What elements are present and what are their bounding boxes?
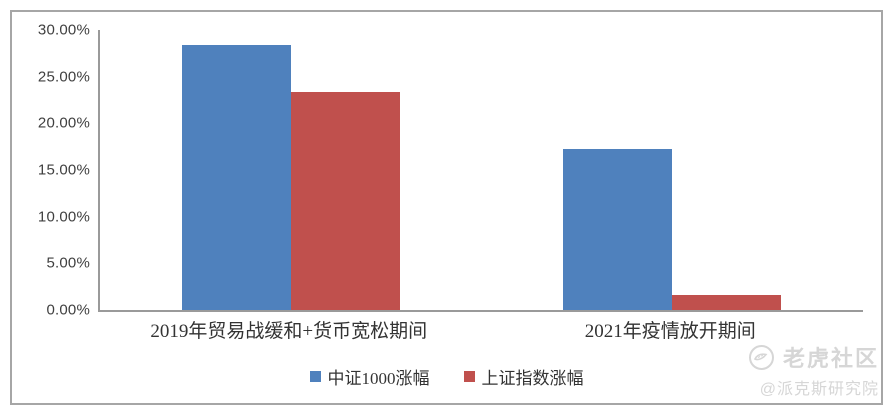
legend-item-series-2: 上证指数涨幅 (463, 364, 584, 389)
bar-series-1-category-2 (563, 149, 673, 310)
bar-series-1-category-1 (181, 44, 291, 310)
y-axis-tick-label: 15.00% (37, 161, 90, 179)
legend-swatch-icon (463, 371, 475, 382)
legend-swatch-icon (309, 371, 321, 382)
y-axis-tick-label: 20.00% (37, 114, 90, 132)
y-axis-tick-label: 0.00% (46, 301, 90, 319)
x-axis: 2019年贸易战缓和+货币宽松期间 2021年疫情放开期间 (98, 316, 861, 343)
y-axis-tick-label: 10.00% (37, 208, 90, 226)
y-axis-tick-label: 25.00% (37, 68, 90, 86)
bar-series-2-category-1 (290, 91, 400, 310)
y-axis: 30.00% 25.00% 20.00% 15.00% 10.00% 5.00% 0.00% (12, 22, 90, 319)
x-axis-label-2019: 2019年贸易战缓和+货币宽松期间 (150, 321, 428, 342)
chart-frame: 30.00% 25.00% 20.00% 15.00% 10.00% 5.00% 0.00%… (10, 10, 883, 405)
category-group-2021 (482, 30, 864, 310)
legend-label: 上证指数涨幅 (481, 369, 584, 388)
legend: 中证1000涨幅 上证指数涨幅 (12, 364, 881, 389)
bar-series-2-category-2 (672, 295, 782, 310)
x-axis-label-2021: 2021年疫情放开期间 (584, 321, 756, 342)
legend-label: 中证1000涨幅 (327, 369, 430, 388)
y-axis-tick-label: 5.00% (46, 254, 90, 272)
watermark-handle-text: @派克斯研究院 (759, 381, 879, 398)
plot-area (98, 30, 863, 312)
watermark: 老虎社区 @派克斯研究院 (748, 341, 879, 399)
legend-item-series-1: 中证1000涨幅 (309, 364, 430, 389)
category-group-2019 (100, 30, 482, 310)
tiger-logo-icon (748, 344, 775, 371)
watermark-brand-text: 老虎社区 (782, 346, 879, 371)
y-axis-tick-label: 30.00% (37, 21, 90, 39)
